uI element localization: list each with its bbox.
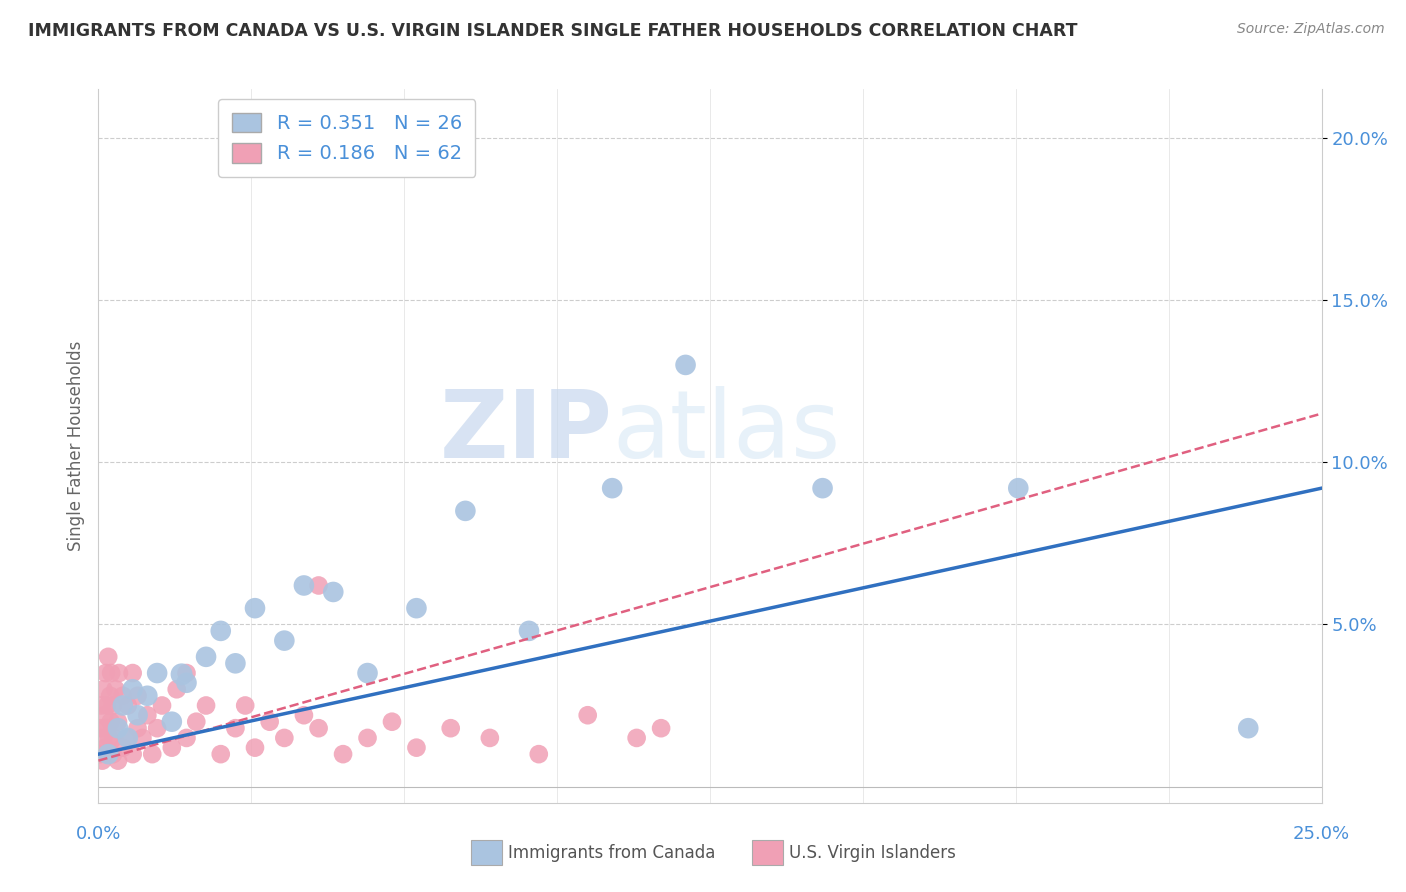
Point	[292, 708, 315, 723]
Legend: R = 0.351   N = 26, R = 0.186   N = 62: R = 0.351 N = 26, R = 0.186 N = 62	[218, 99, 475, 177]
Point	[243, 601, 266, 615]
Point	[107, 721, 129, 735]
Point	[517, 624, 540, 638]
Point	[136, 689, 159, 703]
Point	[96, 721, 118, 735]
Point	[104, 682, 127, 697]
Point	[224, 721, 246, 735]
Point	[176, 731, 198, 745]
Point	[127, 689, 149, 703]
Point	[224, 657, 246, 671]
Point	[322, 585, 344, 599]
Point	[626, 731, 648, 745]
Point	[97, 649, 120, 664]
Point	[93, 708, 115, 723]
Point	[131, 731, 153, 745]
Point	[146, 666, 169, 681]
Point	[381, 714, 404, 729]
Point	[89, 747, 111, 761]
Point	[103, 731, 125, 745]
Point	[675, 358, 697, 372]
Point	[811, 481, 834, 495]
Text: ZIP: ZIP	[439, 385, 612, 478]
Point	[209, 624, 232, 638]
Point	[117, 731, 139, 745]
Point	[160, 714, 183, 729]
Point	[111, 689, 134, 703]
Text: U.S. Virgin Islanders: U.S. Virgin Islanders	[789, 844, 956, 862]
Text: atlas: atlas	[612, 385, 841, 478]
Point	[136, 708, 159, 723]
Point	[121, 666, 143, 681]
Point	[420, 195, 443, 210]
Point	[91, 731, 114, 745]
Point	[94, 666, 117, 681]
Point	[91, 682, 114, 697]
Point	[101, 698, 124, 713]
Point	[332, 747, 354, 761]
Point	[100, 714, 122, 729]
Point	[97, 747, 120, 761]
Point	[107, 714, 129, 729]
Point	[527, 747, 550, 761]
Point	[94, 740, 117, 755]
Point	[186, 714, 208, 729]
Point	[121, 747, 143, 761]
Point	[356, 731, 378, 745]
Point	[150, 698, 173, 713]
Text: 25.0%: 25.0%	[1294, 825, 1350, 843]
Point	[108, 666, 131, 681]
Point	[141, 747, 163, 761]
Y-axis label: Single Father Households: Single Father Households	[66, 341, 84, 551]
Point	[292, 578, 315, 592]
Point	[243, 740, 266, 755]
Point	[440, 721, 463, 735]
Text: Immigrants from Canada: Immigrants from Canada	[508, 844, 714, 862]
Point	[405, 601, 427, 615]
Point	[1237, 721, 1260, 735]
Point	[146, 721, 169, 735]
Point	[209, 747, 232, 761]
Point	[576, 708, 599, 723]
Point	[600, 481, 623, 495]
Point	[107, 754, 129, 768]
Point	[176, 675, 198, 690]
Point	[478, 731, 501, 745]
Point	[117, 698, 139, 713]
Point	[233, 698, 256, 713]
Text: IMMIGRANTS FROM CANADA VS U.S. VIRGIN ISLANDER SINGLE FATHER HOUSEHOLDS CORRELAT: IMMIGRANTS FROM CANADA VS U.S. VIRGIN IS…	[28, 22, 1077, 40]
Point	[127, 721, 149, 735]
Point	[650, 721, 672, 735]
Point	[98, 731, 121, 745]
Point	[100, 666, 122, 681]
Point	[111, 698, 134, 713]
Point	[405, 740, 427, 755]
Point	[273, 731, 295, 745]
Point	[176, 666, 198, 681]
Point	[160, 740, 183, 755]
Point	[117, 731, 139, 745]
Point	[166, 682, 188, 697]
Point	[195, 649, 218, 664]
Point	[356, 666, 378, 681]
Text: 0.0%: 0.0%	[76, 825, 121, 843]
Point	[454, 504, 477, 518]
Point	[273, 633, 295, 648]
Point	[90, 698, 112, 713]
Point	[121, 682, 143, 697]
Point	[91, 754, 114, 768]
Point	[111, 740, 134, 755]
Point	[308, 578, 330, 592]
Point	[1007, 481, 1029, 495]
Point	[96, 698, 118, 713]
Point	[127, 708, 149, 723]
Point	[195, 698, 218, 713]
Point	[89, 721, 111, 735]
Point	[101, 747, 124, 761]
Point	[97, 747, 120, 761]
Point	[259, 714, 281, 729]
Point	[98, 689, 121, 703]
Point	[308, 721, 330, 735]
Text: Source: ZipAtlas.com: Source: ZipAtlas.com	[1237, 22, 1385, 37]
